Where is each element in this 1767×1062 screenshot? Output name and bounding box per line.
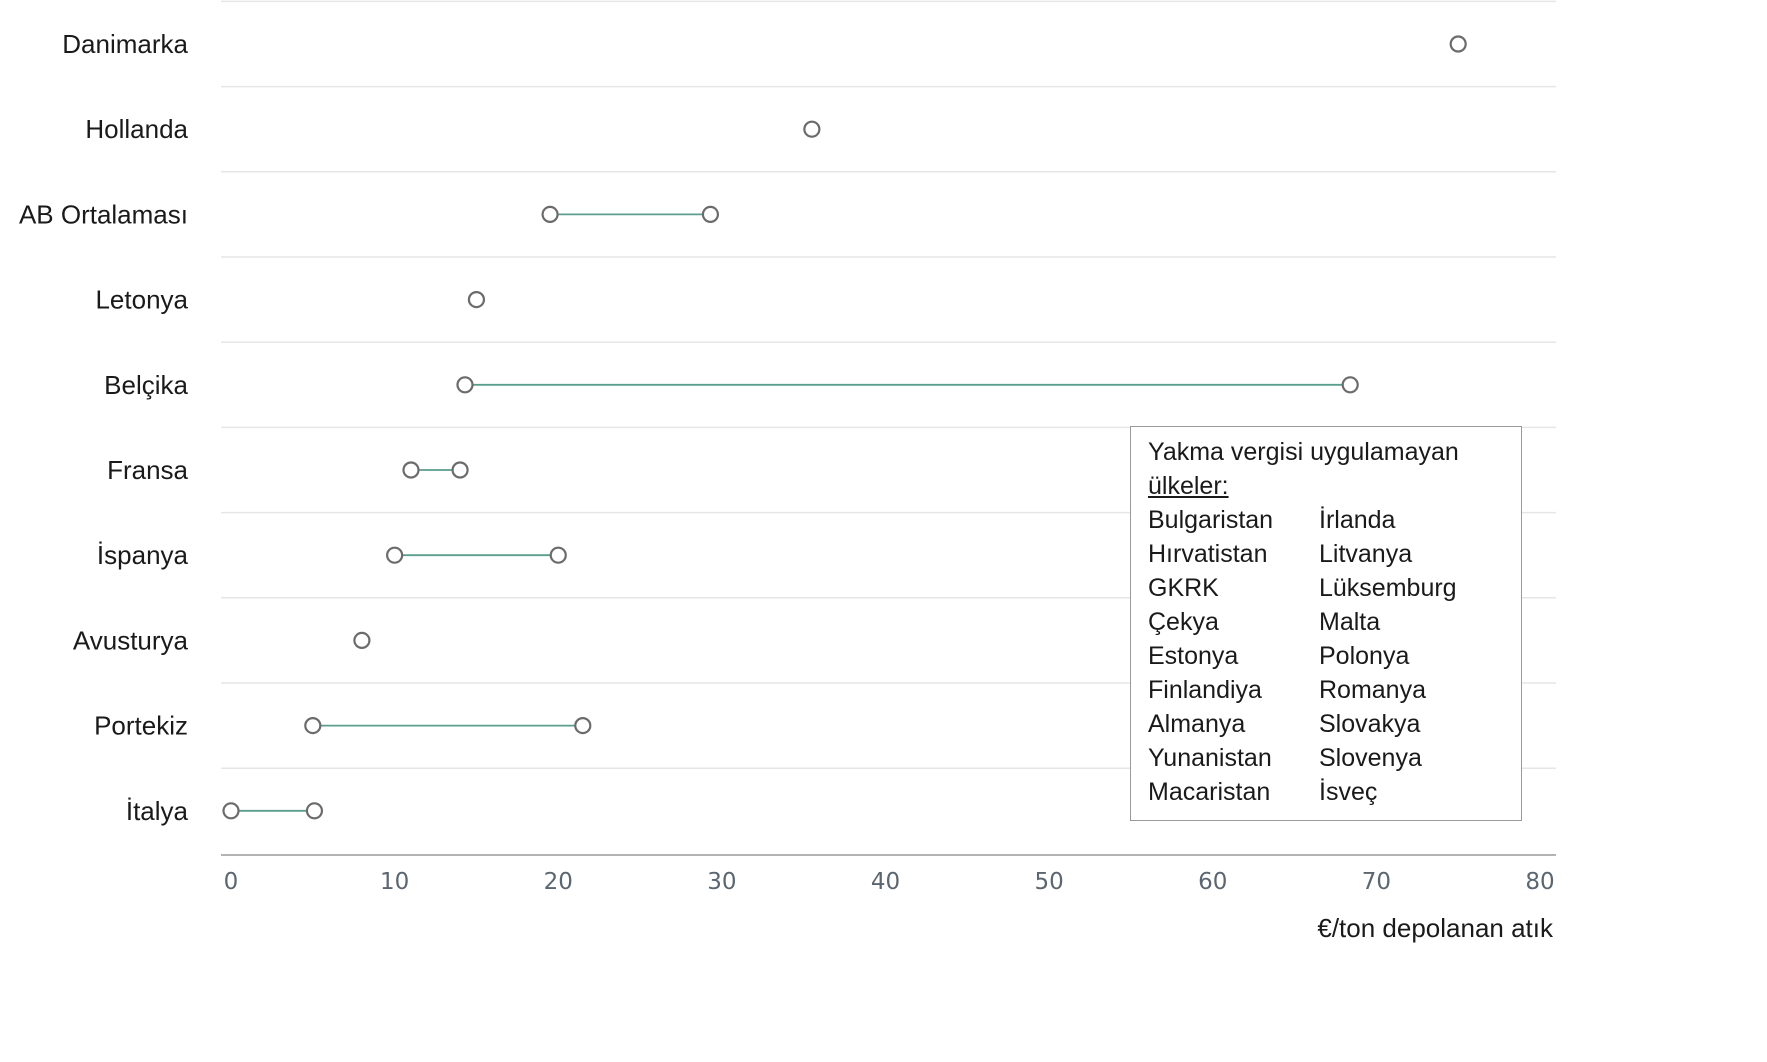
legend-country-name: GKRK [1148,574,1219,602]
x-tick-label: 50 [1034,869,1063,895]
legend-country-name: Lüksemburg [1319,574,1457,602]
dumbbell-row [386,546,567,564]
no-incineration-tax-legend: Yakma vergisi uygulamayan ülkeler: Bulga… [1130,426,1522,821]
legend-subtitle: ülkeler: [1148,472,1229,500]
legend-country-name: Estonya [1148,642,1239,670]
dumbbell-row [541,205,720,223]
dumbbell-row [304,716,592,735]
data-point-marker [386,546,404,564]
data-point-marker [451,461,469,479]
legend-country-name: Macaristan [1148,778,1271,806]
category-label: İspanya [97,540,189,570]
category-label: Belçika [104,370,188,400]
legend-country-name: Polonya [1319,642,1410,670]
legend-country-name: Finlandiya [1148,676,1262,704]
category-label: Portekiz [94,711,188,741]
legend-country-name: Çekya [1148,608,1219,636]
category-label: Danimarka [62,29,188,59]
category-label: Letonya [95,285,188,315]
data-point-marker [1341,376,1359,394]
data-point-marker [803,120,821,138]
category-label: AB Ortalaması [19,199,188,229]
data-point-marker [402,461,420,479]
data-point-marker [467,291,486,309]
x-tick-labels: 0 10 20 30 40 50 60 70 80 [224,869,1555,895]
legend-country-name: Litvanya [1319,540,1413,568]
legend-country-list: Bulgaristan İrlanda Hırvatistan Litvanya GKR… [1148,503,1521,809]
legend-country-name: İsveç [1319,778,1378,806]
category-label: Avusturya [73,625,189,655]
data-series [222,35,1467,820]
category-label: Hollanda [85,114,188,144]
legend-country-name: Bulgaristan [1148,506,1274,534]
data-point-marker [549,546,567,564]
x-tick-label: 10 [380,869,409,895]
data-point-marker [353,631,371,650]
dumbbell-row [353,631,371,650]
x-tick-label: 80 [1525,869,1554,895]
x-tick-label: 30 [707,869,736,895]
data-point-marker [541,205,559,223]
legend-title: Yakma vergisi uygulamayan [1148,438,1459,466]
x-tick-label: 60 [1198,869,1227,895]
category-label: Fransa [107,455,188,485]
data-point-marker [456,376,474,394]
data-point-marker [574,716,592,735]
x-tick-label: 40 [871,869,900,895]
legend-country-name: Yunanistan [1148,744,1272,772]
x-tick-label: 70 [1362,869,1391,895]
legend-country-name: İrlanda [1319,506,1396,534]
x-axis-title: €/ton depolanan atık [1317,913,1554,943]
x-tick-label: 0 [224,869,239,895]
data-point-marker [701,205,720,223]
data-point-marker [304,716,322,735]
dumbbell-row [1449,35,1467,53]
legend-country-name: Malta [1319,608,1381,636]
legend-country-name: Slovakya [1319,710,1421,738]
category-label: İtalya [126,796,189,826]
data-point-marker [1449,35,1467,53]
dumbbell-row [402,461,469,479]
dumbbell-row [222,802,324,820]
dumbbell-row [456,376,1359,394]
x-tick-label: 20 [544,869,573,895]
dumbbell-row [467,291,486,309]
legend-country-name: Romanya [1319,676,1426,704]
legend-country-name: Hırvatistan [1148,540,1268,568]
data-point-marker [222,802,240,820]
dumbbell-row [803,120,821,138]
legend-country-name: Almanya [1148,710,1246,738]
category-labels: Danimarka Hollanda AB Ortalaması Letonya Bel… [19,29,189,826]
data-point-marker [305,802,324,820]
legend-country-name: Slovenya [1319,744,1422,772]
